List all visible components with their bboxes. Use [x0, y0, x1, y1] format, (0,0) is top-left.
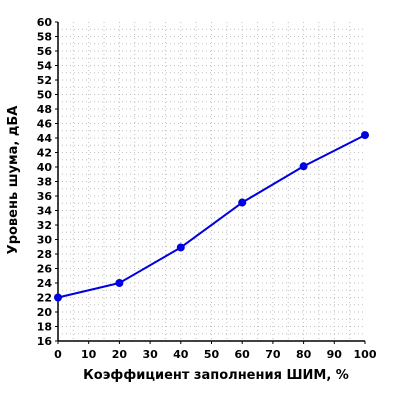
x-tick-labels: 0 10 20 30 40 50 60 70 80 90 100: [54, 348, 377, 361]
y-tick-label: 16: [37, 335, 53, 348]
y-tick-label: 56: [37, 45, 53, 58]
y-tick-label: 30: [37, 234, 53, 247]
x-tick-label: 60: [235, 348, 251, 361]
y-tick-label: 34: [37, 205, 53, 218]
grid-lines: [58, 22, 365, 341]
data-point: [176, 243, 185, 252]
y-tick-label: 38: [37, 176, 52, 189]
x-tick-label: 100: [354, 348, 377, 361]
y-axis-title: Уровень шума, дБА: [6, 106, 21, 255]
y-tick-label: 28: [37, 248, 52, 261]
y-tick-label: 18: [37, 321, 52, 334]
y-tick-label: 52: [37, 74, 52, 87]
data-point: [115, 279, 124, 287]
x-tick-label: 20: [112, 348, 128, 361]
x-axis-title: Коэффициент заполнения ШИМ, %: [83, 368, 349, 383]
data-point: [361, 131, 369, 140]
y-tick-label: 24: [37, 277, 53, 290]
y-tick-label: 58: [37, 31, 52, 44]
y-tick-label: 48: [37, 103, 52, 116]
x-tick-label: 80: [296, 348, 312, 361]
y-tick-label: 44: [37, 132, 53, 145]
y-tick-label: 42: [37, 147, 52, 160]
x-tick-label: 10: [81, 348, 97, 361]
data-point: [54, 293, 62, 302]
y-tick-label: 40: [37, 161, 53, 174]
x-tick-label: 50: [204, 348, 220, 361]
y-tick-label: 32: [37, 219, 52, 232]
x-tick-label: 30: [142, 348, 158, 361]
y-tick-label: 22: [37, 292, 52, 305]
data-point: [299, 162, 308, 171]
y-tick-label: 46: [37, 118, 53, 131]
y-tick-label: 36: [37, 190, 53, 203]
data-series: [54, 131, 369, 302]
y-tick-label: 26: [37, 263, 53, 276]
series-line: [57, 134, 366, 299]
axes: [55, 21, 366, 344]
x-tick-label: 40: [173, 348, 189, 361]
x-tick-label: 0: [54, 348, 62, 361]
y-tick-label: 20: [37, 306, 53, 319]
y-tick-label: 50: [37, 89, 53, 102]
x-tick-label: 90: [327, 348, 343, 361]
data-point: [238, 198, 247, 207]
x-tick-label: 70: [265, 348, 281, 361]
y-tick-label: 60: [37, 16, 53, 29]
y-tick-label: 54: [37, 60, 53, 73]
